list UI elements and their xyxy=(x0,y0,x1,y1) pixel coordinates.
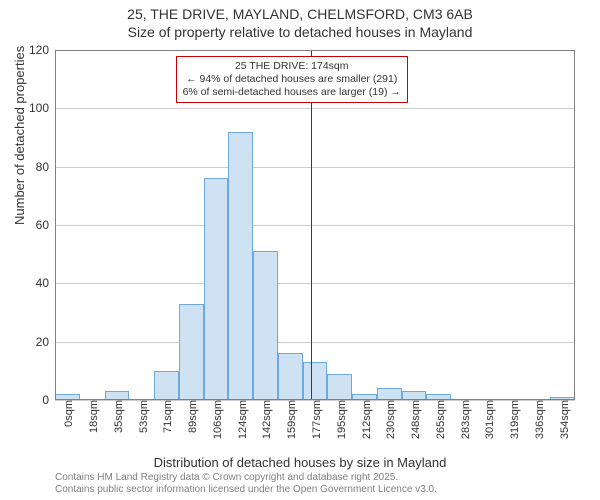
x-tick-label: 354sqm xyxy=(555,400,571,439)
x-tick-label: 35sqm xyxy=(109,400,125,433)
histogram-bar xyxy=(402,391,427,400)
x-tick-label: 0sqm xyxy=(59,400,75,427)
y-tick-label: 60 xyxy=(36,218,55,232)
histogram-bar xyxy=(303,362,328,400)
y-tick-label: 40 xyxy=(36,276,55,290)
histogram-bar xyxy=(204,178,229,400)
y-tick-label: 0 xyxy=(42,393,55,407)
x-tick-label: 248sqm xyxy=(406,400,422,439)
histogram-bar xyxy=(253,251,278,400)
x-tick-label: 53sqm xyxy=(134,400,150,433)
x-tick-label: 18sqm xyxy=(84,400,100,433)
histogram-bar xyxy=(377,388,402,400)
x-tick-label: 336sqm xyxy=(530,400,546,439)
page-title-line1: 25, THE DRIVE, MAYLAND, CHELMSFORD, CM3 … xyxy=(0,6,600,24)
histogram-chart: 0204060801001200sqm18sqm35sqm53sqm71sqm8… xyxy=(55,50,575,400)
grid-line xyxy=(55,108,575,109)
x-tick-label: 195sqm xyxy=(332,400,348,439)
x-tick-label: 283sqm xyxy=(456,400,472,439)
x-tick-label: 142sqm xyxy=(257,400,273,439)
page-title-line2: Size of property relative to detached ho… xyxy=(0,24,600,42)
x-tick-label: 301sqm xyxy=(480,400,496,439)
x-tick-label: 89sqm xyxy=(183,400,199,433)
grid-line xyxy=(55,283,575,284)
x-tick-label: 265sqm xyxy=(431,400,447,439)
y-tick-label: 80 xyxy=(36,160,55,174)
x-tick-label: 212sqm xyxy=(357,400,373,439)
x-tick-label: 71sqm xyxy=(158,400,174,433)
x-tick-label: 124sqm xyxy=(233,400,249,439)
footer-line1: Contains HM Land Registry data © Crown c… xyxy=(55,472,437,484)
histogram-bar xyxy=(327,374,352,400)
histogram-bar xyxy=(154,371,179,400)
histogram-bar xyxy=(179,304,204,400)
grid-line xyxy=(55,225,575,226)
histogram-bar xyxy=(228,132,253,400)
grid-line xyxy=(55,342,575,343)
x-axis-label: Distribution of detached houses by size … xyxy=(0,455,600,470)
x-tick-label: 106sqm xyxy=(208,400,224,439)
grid-line xyxy=(55,167,575,168)
histogram-bar xyxy=(278,353,303,400)
y-axis-label: Number of detached properties xyxy=(12,46,27,225)
y-tick-label: 120 xyxy=(29,43,55,57)
x-tick-label: 159sqm xyxy=(282,400,298,439)
grid-line xyxy=(55,50,575,51)
annotation-line1: 25 THE DRIVE: 174sqm xyxy=(183,60,401,73)
x-tick-label: 177sqm xyxy=(307,400,323,439)
x-tick-label: 319sqm xyxy=(505,400,521,439)
y-tick-label: 100 xyxy=(29,101,55,115)
footer-line2: Contains public sector information licen… xyxy=(55,484,437,496)
x-tick-label: 230sqm xyxy=(381,400,397,439)
y-tick-label: 20 xyxy=(36,335,55,349)
annotation-line2: ← 94% of detached houses are smaller (29… xyxy=(183,73,401,86)
footer-attribution: Contains HM Land Registry data © Crown c… xyxy=(55,472,437,496)
annotation-box: 25 THE DRIVE: 174sqm← 94% of detached ho… xyxy=(176,56,408,103)
annotation-line3: 6% of semi-detached houses are larger (1… xyxy=(183,86,401,99)
histogram-bar xyxy=(105,391,130,400)
